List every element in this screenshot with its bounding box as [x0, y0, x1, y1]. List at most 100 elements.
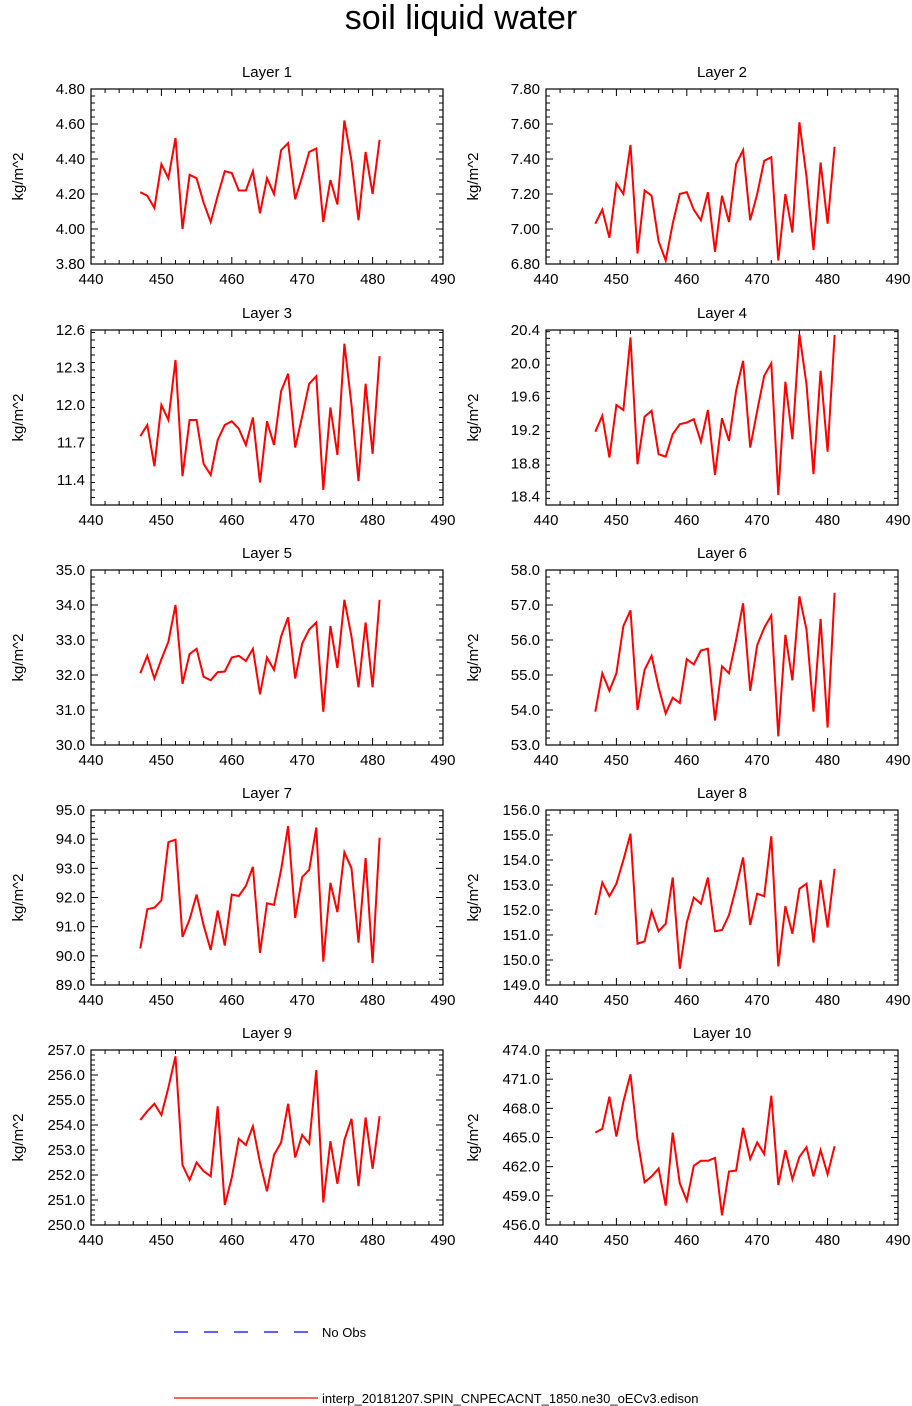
- x-tick-label: 470: [745, 1232, 770, 1249]
- y-tick-label: 18.8: [511, 455, 540, 472]
- y-tick-label: 459.0: [502, 1188, 540, 1205]
- plot-frame: [545, 88, 899, 265]
- x-tick-label: 460: [219, 992, 244, 1009]
- y-tick-label: 7.20: [511, 186, 540, 203]
- y-tick-label: 57.0: [511, 597, 540, 614]
- y-tick-label: 150.0: [502, 952, 540, 969]
- y-tick-label: 20.0: [511, 355, 540, 372]
- y-tick-label: 253.0: [47, 1142, 85, 1159]
- y-tick-label: 20.4: [511, 322, 540, 339]
- y-tick-label: 4.60: [56, 116, 85, 133]
- y-axis-label: kg/m^2: [10, 874, 27, 922]
- series-line: [139, 1056, 381, 1206]
- series-line: [139, 343, 381, 491]
- y-tick-label: 462.0: [502, 1159, 540, 1176]
- panel-title: Layer 2: [697, 64, 747, 81]
- y-tick-label: 54.0: [511, 702, 540, 719]
- x-tick-label: 470: [745, 512, 770, 529]
- y-tick-label: 94.0: [56, 831, 85, 848]
- y-tick-label: 12.0: [56, 397, 85, 414]
- y-tick-label: 7.40: [511, 151, 540, 168]
- y-tick-label: 256.0: [47, 1067, 85, 1084]
- y-tick-label: 474.0: [502, 1042, 540, 1059]
- panel-title: Layer 3: [242, 305, 292, 322]
- legend-model-label: interp_20181207.SPIN_CNPECACNT_1850.ne30…: [322, 1391, 699, 1406]
- x-tick-label: 480: [815, 1232, 840, 1249]
- x-tick-label: 450: [149, 992, 174, 1009]
- panel-title: Layer 8: [697, 785, 747, 802]
- y-tick-label: 34.0: [56, 597, 85, 614]
- y-tick-label: 252.0: [47, 1167, 85, 1184]
- x-tick-label: 440: [78, 992, 103, 1009]
- y-tick-label: 152.0: [502, 902, 540, 919]
- x-tick-label: 480: [360, 512, 385, 529]
- y-tick-label: 11.4: [57, 472, 85, 489]
- y-axis-label: kg/m^2: [465, 634, 482, 682]
- y-tick-label: 4.20: [56, 186, 85, 203]
- x-tick-label: 440: [78, 512, 103, 529]
- y-tick-label: 154.0: [502, 852, 540, 869]
- y-tick-label: 156.0: [502, 802, 540, 819]
- series-line: [594, 334, 836, 496]
- x-tick-label: 480: [815, 992, 840, 1009]
- x-tick-label: 450: [604, 752, 629, 769]
- figure-title: soil liquid water: [345, 0, 577, 37]
- x-tick-label: 450: [604, 512, 629, 529]
- panel-title: Layer 6: [697, 545, 747, 562]
- y-axis-label: kg/m^2: [465, 394, 482, 442]
- plot-frame: [90, 1049, 444, 1226]
- y-tick-label: 30.0: [56, 737, 85, 754]
- y-tick-label: 7.60: [511, 116, 540, 133]
- y-tick-label: 468.0: [502, 1100, 540, 1117]
- y-tick-label: 465.0: [502, 1130, 540, 1147]
- y-tick-label: 12.3: [56, 360, 85, 377]
- x-tick-label: 450: [149, 271, 174, 288]
- plot-frame: [545, 1049, 899, 1226]
- x-tick-label: 470: [290, 271, 315, 288]
- panel-layer-8: Layer 8 440 450 460 470 480 490 149.0 150.0 151.0…: [465, 785, 911, 1009]
- y-tick-label: 31.0: [56, 702, 85, 719]
- y-tick-label: 12.6: [56, 322, 85, 339]
- x-tick-label: 460: [674, 1232, 699, 1249]
- panel-layer-4: Layer 4 440 450 460 470 480 490 18.4 18.8 19.2 19.…: [465, 305, 911, 529]
- x-tick-label: 490: [885, 512, 910, 529]
- x-tick-label: 450: [149, 512, 174, 529]
- plot-frame: [545, 329, 899, 506]
- y-tick-label: 155.0: [502, 827, 540, 844]
- x-tick-label: 460: [219, 752, 244, 769]
- y-axis-label: kg/m^2: [10, 394, 27, 442]
- x-tick-label: 490: [430, 1232, 455, 1249]
- plot-frame: [90, 88, 444, 265]
- y-tick-label: 250.0: [47, 1217, 85, 1234]
- legend-no-obs-label: No Obs: [322, 1325, 367, 1340]
- y-tick-label: 19.6: [511, 389, 540, 406]
- x-tick-label: 460: [674, 992, 699, 1009]
- x-tick-label: 450: [604, 992, 629, 1009]
- x-tick-label: 460: [219, 271, 244, 288]
- y-axis-label: kg/m^2: [465, 153, 482, 201]
- x-tick-label: 490: [430, 512, 455, 529]
- y-tick-label: 471.0: [502, 1071, 540, 1088]
- x-tick-label: 480: [360, 992, 385, 1009]
- x-tick-label: 440: [533, 992, 558, 1009]
- series-line: [594, 592, 836, 737]
- panel-layer-3: Layer 3 440 450 460 470 480 490 11.4 11.7 12.0 12.…: [10, 305, 456, 529]
- series-line: [594, 1074, 836, 1216]
- series-line: [594, 833, 836, 969]
- y-axis-label: kg/m^2: [465, 1114, 482, 1162]
- x-tick-label: 490: [430, 992, 455, 1009]
- x-tick-label: 470: [290, 992, 315, 1009]
- x-tick-label: 460: [219, 1232, 244, 1249]
- plot-frame: [90, 809, 444, 986]
- y-tick-label: 53.0: [511, 737, 540, 754]
- x-tick-label: 470: [290, 752, 315, 769]
- y-tick-label: 4.40: [56, 151, 85, 168]
- y-tick-label: 149.0: [502, 977, 540, 994]
- x-tick-label: 470: [745, 992, 770, 1009]
- panels: Layer 1 440 450 460 470 480 490 3.80 4.00 4.20 4.4…: [10, 64, 911, 1249]
- y-tick-label: 7.00: [511, 221, 540, 238]
- y-tick-label: 255.0: [47, 1092, 85, 1109]
- plot-frame: [545, 569, 899, 746]
- x-tick-label: 490: [885, 992, 910, 1009]
